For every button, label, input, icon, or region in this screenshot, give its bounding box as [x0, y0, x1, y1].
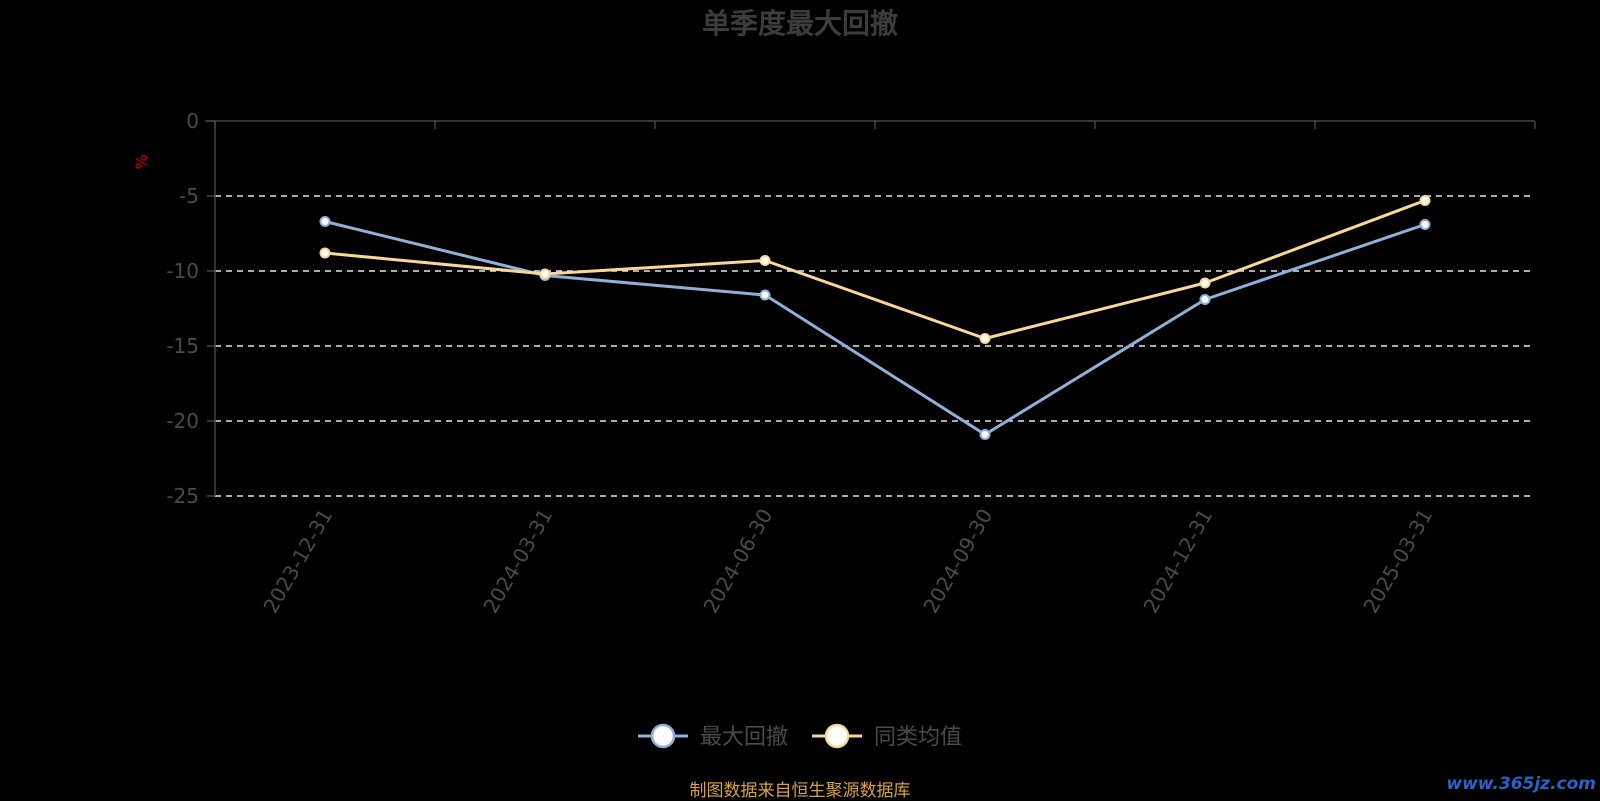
legend-marker-icon	[650, 723, 676, 749]
x-tick-label: 2024-12-31	[1138, 505, 1217, 618]
y-tick-label: -20	[166, 409, 199, 433]
x-tick-label: 2025-03-31	[1358, 505, 1437, 618]
y-tick-label: -15	[166, 334, 199, 358]
data-point[interactable]	[1419, 219, 1431, 230]
data-point[interactable]	[539, 268, 551, 280]
legend-label: 同类均值	[874, 725, 962, 750]
y-tick-label: -10	[166, 259, 199, 283]
grid-lines	[215, 195, 1535, 497]
data-point[interactable]	[979, 333, 991, 344]
x-tick-label: 2024-09-30	[918, 505, 997, 618]
x-tick-label: 2024-06-30	[698, 505, 777, 618]
series-line	[324, 220, 1426, 436]
y-axis-unit-label: %	[132, 154, 151, 169]
watermark: www.365jz.com	[1446, 774, 1596, 794]
x-tick-labels: 2023-12-31 2024-03-31 2024-06-30 2024-09-30…	[258, 505, 1437, 618]
data-point[interactable]	[1419, 195, 1431, 206]
data-point[interactable]	[319, 216, 331, 227]
x-tick-label: 2024-03-31	[478, 505, 557, 618]
data-source-note: 制图数据来自恒生聚源数据库	[689, 781, 911, 801]
axes	[205, 120, 1536, 497]
data-point[interactable]	[759, 289, 771, 301]
data-point[interactable]	[979, 429, 991, 440]
y-tick-label: 0	[186, 109, 199, 133]
series-0	[319, 216, 1431, 440]
y-tick-labels: 0 -5 -10 -15 -20 -25	[166, 109, 199, 508]
y-tick-label: -25	[166, 484, 199, 508]
data-point[interactable]	[759, 255, 771, 266]
x-tick-label: 2023-12-31	[258, 505, 337, 618]
chart-title: 单季度最大回撤	[702, 7, 898, 40]
series-lines	[319, 195, 1431, 440]
y-tick-label: -5	[179, 184, 199, 208]
data-point[interactable]	[319, 247, 331, 259]
legend-item[interactable]: 同类均值	[812, 723, 962, 750]
legend-marker-icon	[824, 723, 850, 749]
data-point[interactable]	[1199, 277, 1211, 289]
data-point[interactable]	[1199, 294, 1211, 305]
series-line	[324, 199, 1426, 340]
legend-label: 最大回撤	[700, 725, 788, 750]
legend-item[interactable]: 最大回撤	[638, 723, 788, 750]
legend[interactable]: 最大回撤 同类均值	[638, 723, 962, 750]
series-1	[319, 195, 1431, 344]
